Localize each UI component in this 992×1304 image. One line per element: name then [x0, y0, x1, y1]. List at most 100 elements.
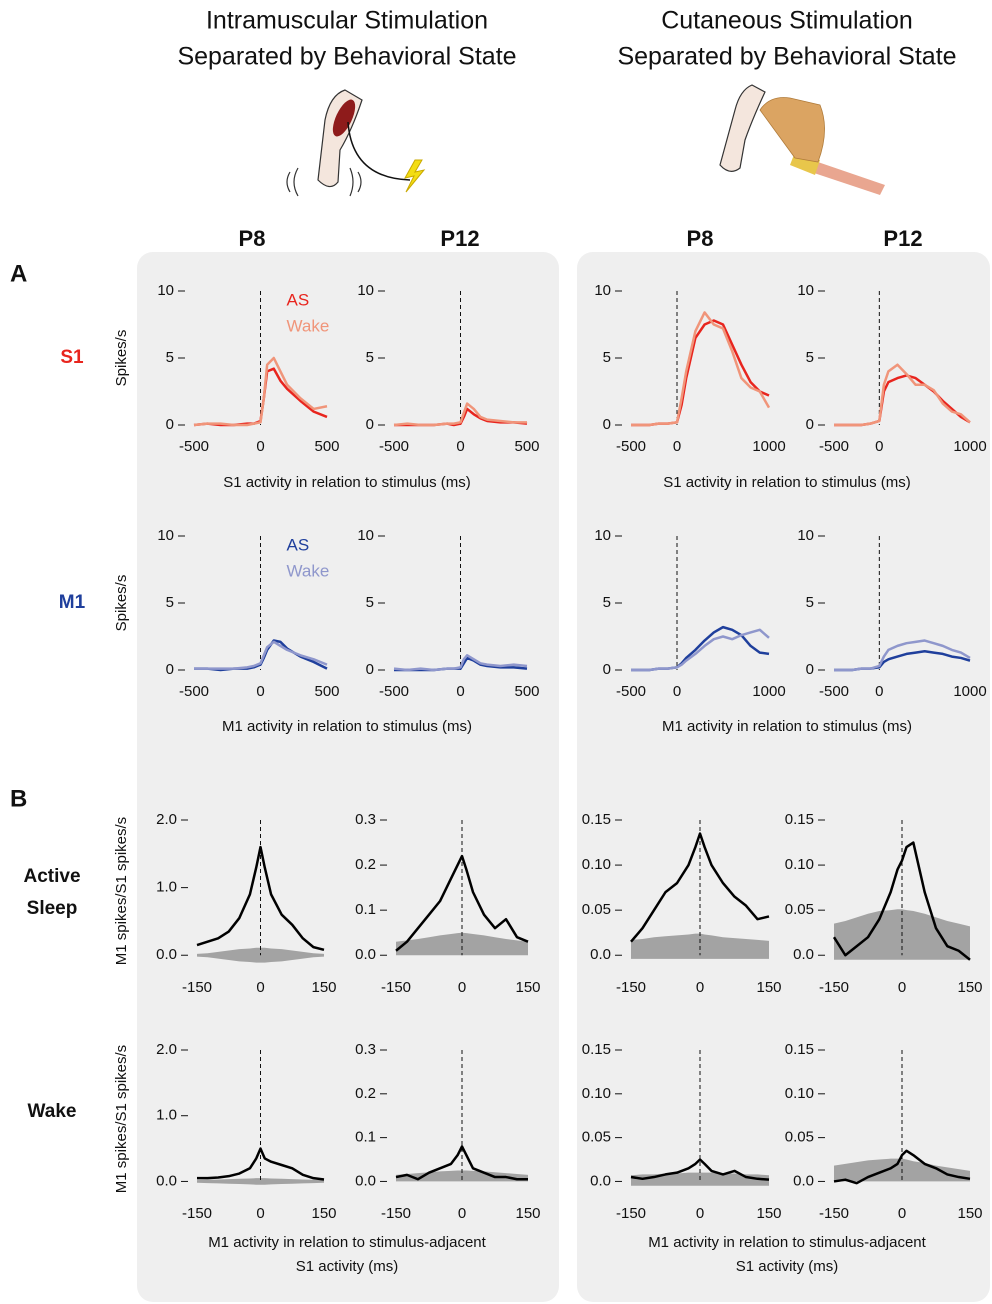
y-tick-label: 0.2 [355, 1085, 376, 1102]
y-tick-label: 0.05 [785, 1129, 814, 1146]
x-tick-label: -500 [179, 438, 209, 455]
x-tick-label: -500 [379, 438, 409, 455]
y-tick-label: 5 [806, 349, 814, 366]
x-tick-label: 0 [875, 683, 883, 700]
x-tick-label: 0 [256, 979, 264, 996]
y-tick-label: 0.05 [582, 901, 611, 918]
x-axis-label: S1 activity in relation to stimulus (ms) [223, 474, 471, 491]
y-tick-label: 0.15 [785, 811, 814, 828]
panel-background [137, 252, 559, 1302]
column-title: Cutaneous Stimulation [661, 7, 913, 35]
y-tick-label: 5 [603, 349, 611, 366]
y-tick-label: 2.0 [156, 811, 177, 828]
y-tick-label: 1.0 [156, 879, 177, 896]
panel-letter: A [10, 260, 27, 287]
x-tick-label: -150 [182, 979, 212, 996]
y-tick-label: 0 [806, 416, 814, 433]
x-tick-label: 0 [898, 979, 906, 996]
figure: Intramuscular StimulationSeparated by Be… [0, 0, 992, 1304]
y-tick-label: 0.0 [793, 1172, 814, 1189]
x-axis-label: S1 activity (ms) [736, 1258, 839, 1275]
y-tick-label: 0 [366, 661, 374, 678]
x-axis-label: S1 activity in relation to stimulus (ms) [663, 474, 911, 491]
panel-letter: B [10, 785, 27, 812]
limb-illustration [287, 90, 424, 196]
y-tick-label: 0.3 [355, 1041, 376, 1058]
age-label: P8 [239, 226, 266, 251]
y-tick-label: 10 [157, 282, 174, 299]
y-axis-label: M1 spikes/S1 spikes/s [113, 1045, 130, 1193]
x-tick-label: 1000 [953, 438, 986, 455]
x-tick-label: -150 [616, 1205, 646, 1222]
x-tick-label: 500 [514, 438, 539, 455]
x-tick-label: 1000 [752, 438, 785, 455]
x-tick-label: -150 [819, 979, 849, 996]
column-title: Separated by Behavioral State [177, 43, 516, 71]
brush-illustration [720, 85, 885, 195]
x-axis-label: M1 activity in relation to stimulus (ms) [222, 718, 472, 735]
y-tick-label: 10 [357, 282, 374, 299]
x-tick-label: 0 [696, 979, 704, 996]
y-tick-label: 0.05 [582, 1129, 611, 1146]
y-tick-label: 0 [806, 661, 814, 678]
y-tick-label: 0.1 [355, 901, 376, 918]
x-tick-label: 0 [898, 1205, 906, 1222]
y-tick-label: 2.0 [156, 1041, 177, 1058]
x-axis-label: M1 activity in relation to stimulus-adja… [648, 1234, 926, 1251]
x-tick-label: 150 [756, 979, 781, 996]
legend-entry: AS [287, 535, 310, 554]
x-tick-label: 150 [311, 979, 336, 996]
row-label: Active [23, 866, 80, 887]
row-label: Sleep [27, 898, 78, 919]
x-tick-label: 500 [314, 683, 339, 700]
y-tick-label: 10 [797, 282, 814, 299]
x-tick-label: -150 [819, 1205, 849, 1222]
y-tick-label: 0.05 [785, 901, 814, 918]
legend-entry: AS [287, 290, 310, 309]
column-title: Separated by Behavioral State [617, 43, 956, 71]
y-tick-label: 0.10 [785, 1085, 814, 1102]
y-tick-label: 5 [603, 594, 611, 611]
x-tick-label: 500 [314, 438, 339, 455]
x-tick-label: -150 [381, 979, 411, 996]
y-tick-label: 0.3 [355, 811, 376, 828]
y-tick-label: 1.0 [156, 1107, 177, 1124]
x-tick-label: -500 [179, 683, 209, 700]
x-tick-label: 0 [696, 1205, 704, 1222]
legend-entry: Wake [287, 561, 330, 580]
x-axis-label: M1 activity in relation to stimulus-adja… [208, 1234, 486, 1251]
y-axis-label: Spikes/s [113, 330, 130, 387]
y-tick-label: 10 [594, 282, 611, 299]
y-tick-label: 0.15 [785, 1041, 814, 1058]
y-tick-label: 0 [366, 416, 374, 433]
row-label: Wake [28, 1101, 77, 1122]
y-axis-label: Spikes/s [113, 575, 130, 632]
x-tick-label: 0 [456, 438, 464, 455]
y-tick-label: 10 [157, 527, 174, 544]
x-tick-label: -150 [182, 1205, 212, 1222]
x-tick-label: 0 [673, 438, 681, 455]
row-label: S1 [60, 347, 84, 368]
y-tick-label: 10 [357, 527, 374, 544]
y-tick-label: 0.10 [582, 856, 611, 873]
x-tick-label: 0 [256, 1205, 264, 1222]
y-tick-label: 0.0 [355, 1172, 376, 1189]
panel-background [577, 252, 990, 1302]
y-tick-label: 5 [806, 594, 814, 611]
x-tick-label: -500 [616, 683, 646, 700]
y-tick-label: 0.10 [582, 1085, 611, 1102]
y-tick-label: 0.10 [785, 856, 814, 873]
x-tick-label: -500 [819, 438, 849, 455]
y-tick-label: 5 [366, 349, 374, 366]
y-tick-label: 0.0 [156, 1172, 177, 1189]
y-tick-label: 0.0 [590, 1172, 611, 1189]
y-tick-label: 0.15 [582, 1041, 611, 1058]
x-tick-label: 0 [875, 438, 883, 455]
y-tick-label: 0 [603, 661, 611, 678]
x-axis-label: S1 activity (ms) [296, 1258, 399, 1275]
y-tick-label: 0.0 [590, 946, 611, 963]
y-tick-label: 0 [166, 416, 174, 433]
y-tick-label: 0.0 [355, 946, 376, 963]
y-tick-label: 10 [594, 527, 611, 544]
y-tick-label: 10 [797, 527, 814, 544]
